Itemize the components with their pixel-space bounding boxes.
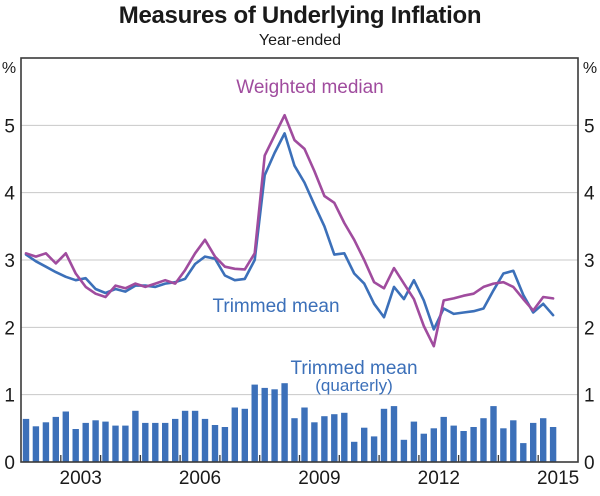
y-label-right-4: 4: [584, 184, 595, 205]
quarterly-bar: [92, 420, 99, 462]
plot-border: [20, 57, 579, 463]
quarterly-bar: [172, 418, 179, 462]
quarterly-bar: [301, 407, 308, 462]
quarterly-bar: [420, 433, 427, 462]
quarterly-bar: [281, 383, 288, 462]
quarterly-bar: [500, 428, 507, 462]
quarterly-bar: [450, 425, 457, 462]
y-label-left-0: 0: [4, 453, 15, 474]
quarterly-bar: [162, 422, 169, 462]
quarterly-bar: [549, 427, 557, 462]
quarterly-bar: [102, 421, 109, 462]
quarterly-bar: [132, 410, 139, 462]
quarterly-bar: [112, 425, 119, 462]
y-label-left-2: 2: [4, 318, 15, 339]
quarterly-bar: [211, 425, 219, 462]
quarterly-bar: [540, 418, 547, 462]
x-year-label-2015: 2015: [537, 468, 579, 489]
y-label-right-0: 0: [584, 453, 595, 474]
y-label-left-5: 5: [4, 116, 15, 137]
y-label-right-3: 3: [584, 251, 595, 272]
y-label-left-4: 4: [4, 184, 15, 205]
quarterly-bar: [470, 427, 477, 462]
trimmed-mean-quarterly-label-line2: (quarterly): [315, 376, 393, 395]
quarterly-bar: [82, 422, 89, 462]
quarterly-bar: [351, 441, 358, 462]
quarterly-bar: [221, 427, 229, 462]
y-label-right-2: 2: [584, 318, 595, 339]
quarterly-bar: [480, 418, 487, 462]
quarterly-bar: [241, 408, 248, 462]
x-year-label-2006: 2006: [179, 468, 221, 489]
chart-subtitle: Year-ended: [258, 32, 342, 49]
quarterly-bar: [201, 418, 209, 462]
quarterly-bar: [42, 422, 50, 462]
trimmed-mean-line: [24, 132, 555, 331]
trimmed-mean-quarterly-label-line1: Trimmed mean: [290, 358, 418, 379]
quarterly-bar: [341, 412, 348, 462]
quarterly-bar: [32, 426, 40, 462]
quarterly-bar: [72, 429, 79, 462]
y-label-left-3: 3: [4, 251, 15, 272]
quarterly-bar: [311, 422, 318, 462]
quarterly-bar: [331, 414, 338, 462]
quarterly-bar: [430, 428, 437, 462]
quarterly-bar: [321, 416, 328, 462]
quarterly-bar: [520, 443, 527, 462]
y-label-right-1: 1: [584, 386, 595, 407]
quarterly-bar: [122, 425, 129, 462]
quarterly-bar: [22, 418, 30, 462]
quarterly-bar: [370, 436, 378, 462]
quarterly-bar: [510, 420, 517, 462]
quarterly-bar: [62, 411, 69, 462]
chart-title: Measures of Underlying Inflation: [118, 2, 482, 29]
weighted-median-line: [24, 113, 555, 348]
x-year-label-2012: 2012: [418, 468, 460, 489]
x-year-label-2009: 2009: [298, 468, 340, 489]
quarterly-bar: [361, 427, 368, 462]
quarterly-bar: [400, 439, 408, 462]
quarterly-bar: [460, 431, 467, 462]
quarterly-bar: [152, 422, 159, 462]
quarterly-bar: [231, 407, 238, 462]
quarterly-bar: [261, 387, 268, 462]
y-label-left-1: 1: [4, 386, 15, 407]
percent-label-left: %: [2, 60, 16, 77]
quarterly-bar: [251, 384, 258, 462]
quarterly-bar: [52, 416, 59, 462]
quarterly-bar: [271, 389, 278, 462]
quarterly-bar: [181, 410, 189, 462]
quarterly-bar: [191, 410, 199, 462]
x-year-label-2003: 2003: [60, 468, 102, 489]
quarterly-bar: [490, 406, 497, 462]
trimmed-mean-label: Trimmed mean: [212, 296, 340, 317]
weighted-median-label: Weighted median: [236, 77, 384, 98]
percent-label-right: %: [583, 60, 597, 77]
quarterly-bar: [380, 408, 388, 462]
quarterly-bar: [530, 422, 537, 462]
quarterly-bar: [440, 416, 447, 462]
quarterly-bar: [142, 422, 149, 462]
y-label-right-5: 5: [584, 116, 595, 137]
quarterly-bar: [291, 418, 298, 462]
quarterly-bar: [410, 421, 418, 462]
quarterly-bar: [390, 406, 398, 462]
